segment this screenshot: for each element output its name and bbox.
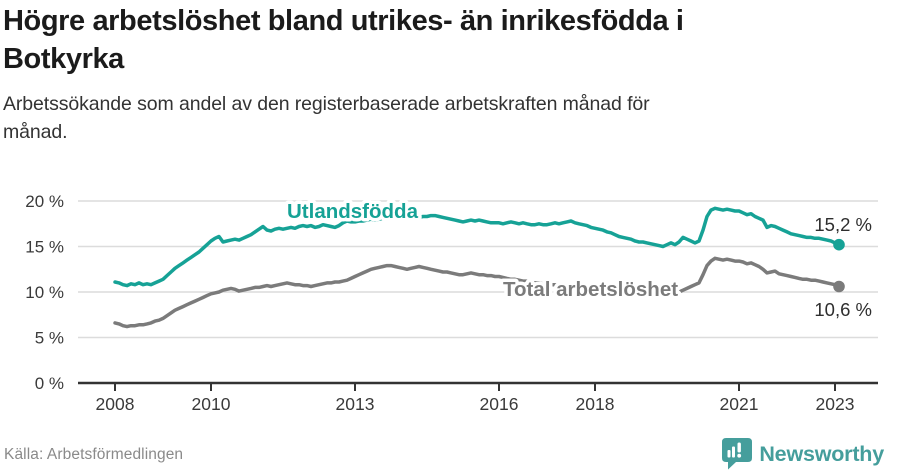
- x-axis-tick-label: 2013: [336, 394, 375, 414]
- y-axis-tick-label: 10 %: [25, 283, 64, 302]
- title-line-2: Botkyrka: [3, 43, 124, 75]
- series-label-total-arbetsloshet: Total arbetslöshet: [503, 278, 678, 301]
- logo-exclamation-stroke: [737, 442, 742, 452]
- end-value-label-total: 10,6 %: [814, 299, 872, 320]
- chart-subtitle: Arbetssökande som andel av den registerb…: [3, 90, 897, 146]
- y-axis-tick-label: 20 %: [25, 192, 64, 211]
- end-value-label-utlandsfodda: 15,2 %: [814, 214, 872, 235]
- x-axis-tick-label: 2008: [96, 394, 135, 414]
- grid-layer: 0 % 5 % 10 % 15 % 20 % 2008 2010 2013 2016 2018 20…: [25, 192, 878, 414]
- series-label-utlandsfodda: Utlandsfödda: [287, 200, 419, 223]
- series-line-total-arbetsloshet: [113, 256, 841, 329]
- source-attribution: Källa: Arbetsförmedlingen: [4, 446, 184, 463]
- series-endpoint-dot: [833, 238, 845, 251]
- newsworthy-logo[interactable]: Newsworthy: [722, 437, 884, 471]
- series-endpoint-dot: [833, 280, 845, 293]
- x-axis-tick-label: 2018: [576, 394, 615, 414]
- subtitle-line-1: Arbetssökande som andel av den registerb…: [3, 93, 650, 115]
- y-axis-tick-label: 15 %: [25, 238, 64, 257]
- newsworthy-logo-text: Newsworthy: [759, 441, 884, 466]
- logo-exclamation-dot: [737, 453, 742, 458]
- y-axis-tick-label: 5 %: [35, 329, 64, 348]
- x-axis-tick-label: 2021: [720, 394, 759, 414]
- title-line-1: Högre arbetslöshet bland utrikes- än inr…: [3, 5, 684, 37]
- series-line-utlandsfodda: [113, 206, 841, 288]
- series-layer: [113, 206, 845, 329]
- x-axis-tick-label: 2016: [480, 394, 519, 414]
- logo-bar-small: [727, 449, 731, 457]
- y-axis-tick-label: 0 %: [35, 374, 64, 393]
- page-title: Högre arbetslöshet bland utrikes- än inr…: [3, 2, 897, 78]
- x-axis-tick-label: 2023: [816, 394, 855, 414]
- newsworthy-logo-icon: [722, 437, 753, 469]
- subtitle-line-2: månad.: [3, 121, 68, 143]
- logo-bar-tall: [732, 446, 736, 457]
- x-axis-tick-label: 2010: [192, 394, 231, 414]
